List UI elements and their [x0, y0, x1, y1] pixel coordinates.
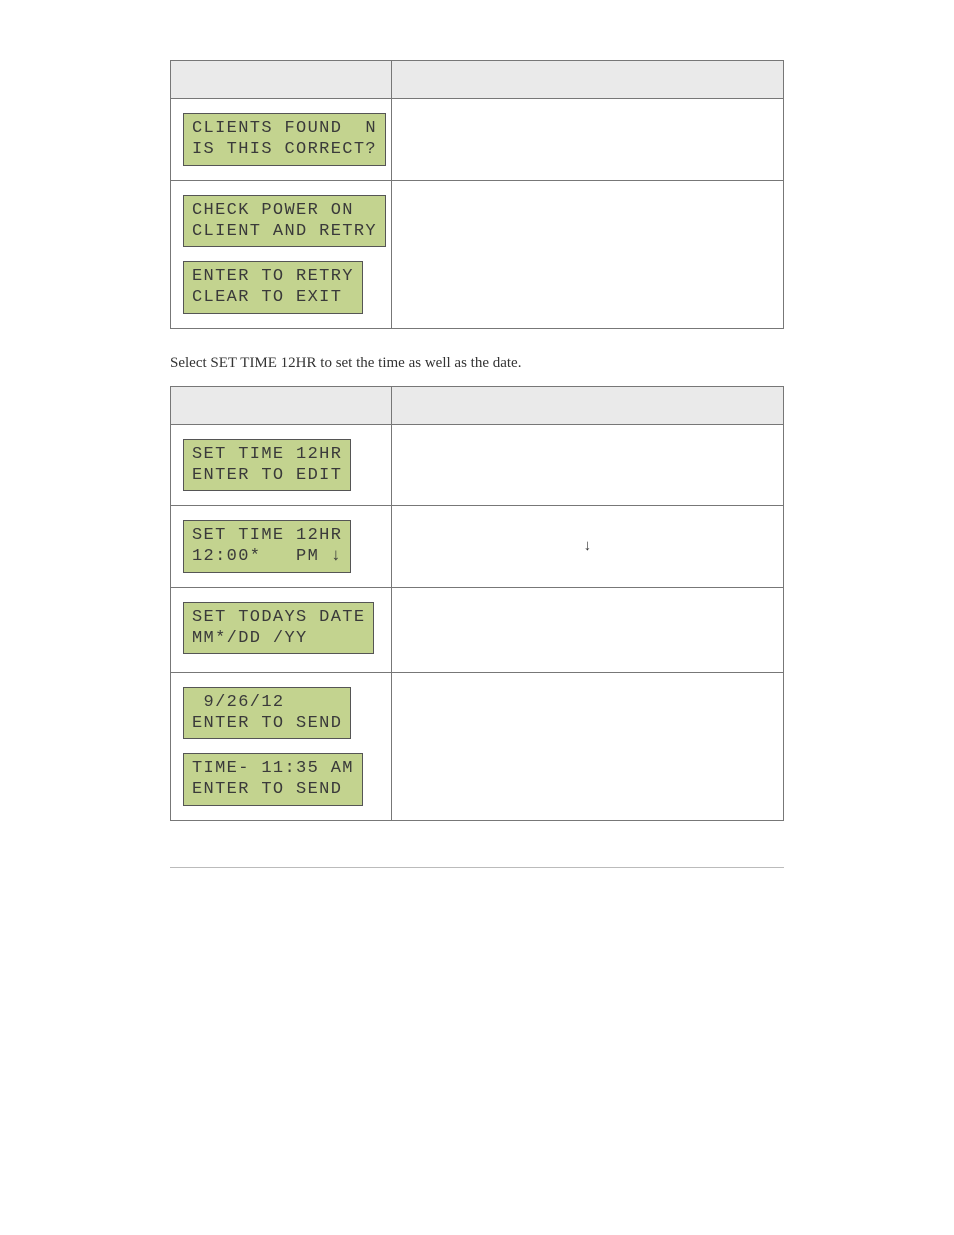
table1-row0-display: CLIENTS FOUND N IS THIS CORRECT?	[171, 99, 392, 181]
table2-row0-display: SET TIME 12HR ENTER TO EDIT	[171, 424, 392, 506]
table1-header-description	[391, 61, 783, 99]
table2-row2-description	[391, 587, 783, 672]
display-table-1: CLIENTS FOUND N IS THIS CORRECT? CHECK P…	[170, 60, 784, 329]
table1-row1-description	[391, 180, 783, 328]
table2-row1-display: SET TIME 12HR 12:00* PM ↓	[171, 506, 392, 588]
intro-text: Select SET TIME 12HR to set the time as …	[170, 355, 784, 372]
lcd-set-time-value: SET TIME 12HR 12:00* PM ↓	[183, 520, 351, 573]
table1-row1-display: CHECK POWER ON CLIENT AND RETRY ENTER TO…	[171, 180, 392, 328]
display-table-2: SET TIME 12HR ENTER TO EDIT SET TIME 12H…	[170, 386, 784, 821]
lcd-set-time-enter: SET TIME 12HR ENTER TO EDIT	[183, 439, 351, 492]
table2-row1-description: ↓	[391, 506, 783, 588]
lcd-clients-found: CLIENTS FOUND N IS THIS CORRECT?	[183, 113, 386, 166]
table1-header-display	[171, 61, 392, 99]
table2-row3-description	[391, 672, 783, 820]
lcd-check-power: CHECK POWER ON CLIENT AND RETRY	[183, 195, 386, 248]
table2-row0-description	[391, 424, 783, 506]
lcd-time-enter-send: TIME- 11:35 AM ENTER TO SEND	[183, 753, 363, 806]
lcd-set-todays-date: SET TODAYS DATE MM*/DD /YY	[183, 602, 374, 655]
lcd-date-enter-send: 9/26/12 ENTER TO SEND	[183, 687, 351, 740]
table2-row3-display: 9/26/12 ENTER TO SEND TIME- 11:35 AM ENT…	[171, 672, 392, 820]
table2-row2-display: SET TODAYS DATE MM*/DD /YY	[171, 587, 392, 672]
footer-divider	[170, 867, 784, 868]
down-arrow-icon: ↓	[584, 537, 592, 554]
table1-row0-description	[391, 99, 783, 181]
table2-header-description	[391, 386, 783, 424]
table2-header-display	[171, 386, 392, 424]
lcd-enter-retry: ENTER TO RETRY CLEAR TO EXIT	[183, 261, 363, 314]
page-content: CLIENTS FOUND N IS THIS CORRECT? CHECK P…	[0, 0, 954, 916]
